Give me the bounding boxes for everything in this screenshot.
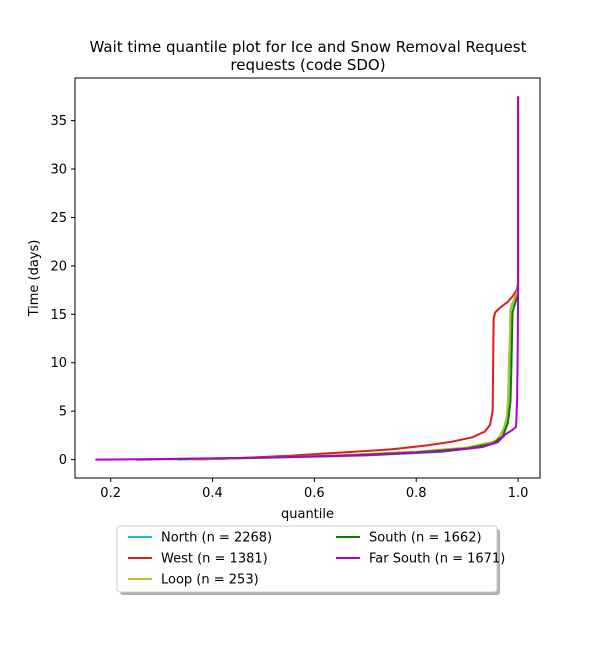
legend-label: Loop (n = 253): [161, 573, 259, 588]
y-tick-label: 25: [50, 211, 67, 226]
y-tick-label: 5: [59, 405, 67, 420]
x-tick-label: 0.8: [406, 486, 427, 501]
legend-label: North (n = 2268): [161, 531, 272, 546]
legend-box: [116, 525, 498, 593]
legend-label: South (n = 1662): [369, 531, 482, 546]
x-tick-label: 0.6: [304, 486, 325, 501]
y-tick-label: 0: [59, 453, 67, 468]
legend-label: West (n = 1381): [161, 552, 268, 567]
series-line: [136, 293, 520, 461]
series-layer: [95, 96, 520, 461]
series-line: [197, 96, 520, 461]
chart-title-line2: requests (code SDO): [230, 56, 385, 74]
legend: North (n = 2268) West (n = 1381) Loop (n =…: [116, 525, 505, 595]
legend-label: Far South (n = 1671): [369, 552, 505, 567]
ticks-layer: 0.2 0.4 0.6 0.8 1.0 0 5 10 15 20 25 30 35: [50, 114, 528, 501]
series-line: [176, 289, 520, 461]
y-tick-label: 20: [50, 259, 67, 274]
y-tick-label: 35: [50, 114, 67, 129]
y-tick-label: 10: [50, 356, 67, 371]
x-tick-label: 1.0: [508, 486, 529, 501]
series-line: [192, 288, 520, 461]
x-tick-label: 0.2: [100, 486, 121, 501]
chart-title-line1: Wait time quantile plot for Ice and Snow…: [90, 38, 527, 56]
x-axis-label: quantile: [281, 507, 334, 522]
y-axis-label: Time (days): [27, 240, 42, 318]
series-line: [95, 96, 520, 461]
y-tick-label: 15: [50, 308, 67, 323]
plot-frame: [74, 77, 541, 479]
y-tick-label: 30: [50, 163, 67, 178]
x-tick-label: 0.4: [202, 486, 223, 501]
